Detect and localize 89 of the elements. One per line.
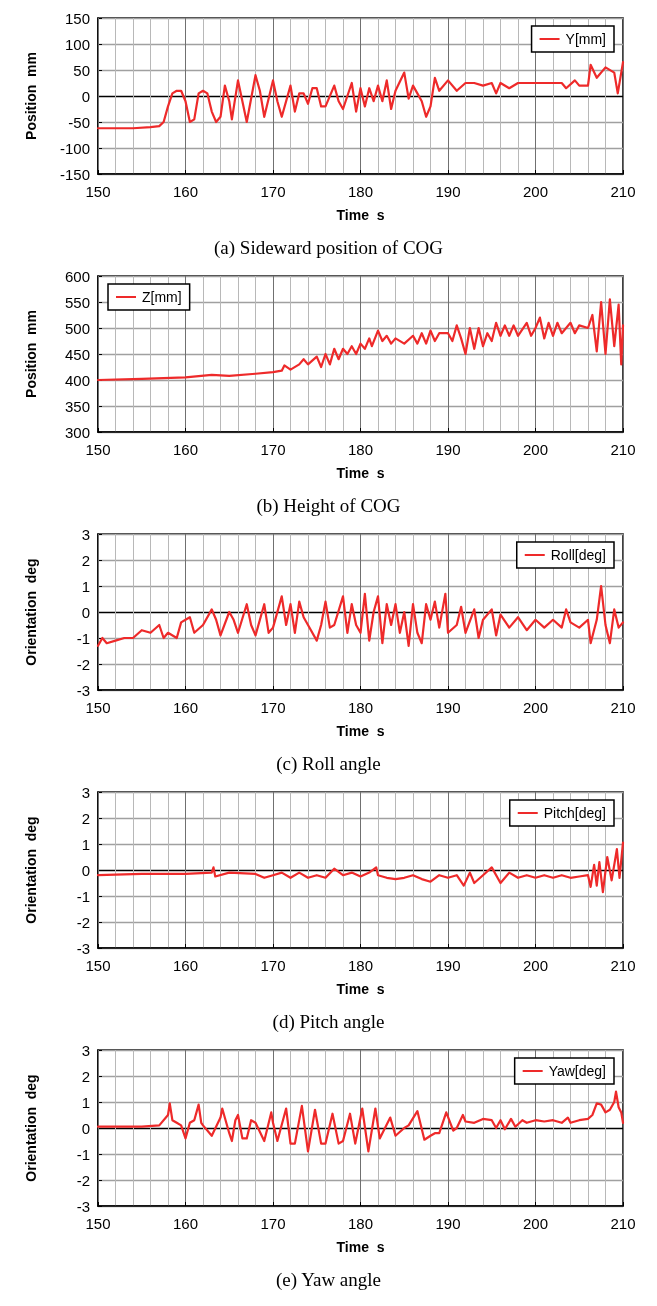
x-tick-label: 190 [435, 1215, 461, 1232]
y-tick-label: 500 [64, 319, 90, 337]
x-tick-label: 210 [610, 183, 636, 200]
y-tick-label: 0 [81, 1119, 90, 1137]
line-series [96, 841, 625, 894]
x-tick-label: 160 [172, 699, 199, 716]
y-tick-label: 3 [81, 1041, 90, 1059]
y-tick-label: -3 [76, 681, 90, 699]
y-tick-label: 450 [64, 345, 90, 363]
y-axis-title: Position mm [23, 52, 39, 140]
x-tick-label: 200 [522, 183, 549, 200]
y-axis-title: Position mm [23, 310, 39, 398]
x-tick-label: 180 [347, 183, 374, 200]
x-tick-label: 180 [347, 1215, 374, 1232]
x-tick-label: 160 [172, 1215, 199, 1232]
text: (e) Yaw angle [275, 1269, 382, 1291]
x-tick-label: 180 [347, 957, 374, 974]
y-tick-label: -100 [59, 139, 90, 157]
y-tick-label: 1 [81, 577, 90, 595]
x-tick-label: 160 [172, 957, 199, 974]
line-series [96, 1090, 625, 1153]
x-tick-label: 190 [435, 441, 461, 458]
y-tick-label: 50 [73, 61, 90, 79]
y-tick-label: 0 [81, 861, 90, 879]
legend-label: Yaw[deg] [548, 1063, 607, 1079]
x-tick-label: 200 [522, 1215, 549, 1232]
x-tick-label: 170 [260, 183, 286, 200]
x-tick-label: 170 [260, 1215, 286, 1232]
y-tick-label: 3 [81, 525, 90, 543]
y-tick-label: 100 [64, 35, 90, 53]
x-tick-label: 190 [435, 957, 461, 974]
y-tick-label: 0 [81, 87, 90, 105]
y-tick-label: -1 [76, 629, 90, 647]
y-tick-label: -2 [76, 655, 90, 673]
x-tick-label: 180 [347, 441, 374, 458]
x-axis-title: Time s [336, 465, 385, 481]
y-axis-title: Orientation deg [23, 558, 39, 666]
y-tick-label: 1 [81, 1093, 90, 1111]
text: (c) Roll angle [276, 753, 381, 775]
y-tick-label: 1 [81, 835, 90, 853]
x-tick-label: 200 [522, 957, 549, 974]
x-tick-label: 170 [260, 699, 286, 716]
y-tick-label: 2 [81, 809, 90, 827]
y-tick-label: -2 [76, 913, 90, 931]
legend-label: Roll[deg] [550, 547, 607, 563]
legend-label: Z[mm] [142, 289, 182, 305]
y-tick-label: 0 [81, 603, 90, 621]
x-tick-label: 160 [172, 441, 199, 458]
y-tick-label: 400 [64, 371, 90, 389]
y-tick-label: -2 [76, 1171, 90, 1189]
y-axis-title: Orientation deg [23, 1074, 39, 1182]
y-axis-title: Orientation deg [23, 816, 39, 924]
y-tick-label: -3 [76, 1197, 90, 1215]
x-axis-title: Time s [336, 723, 385, 739]
legend-label: Y[mm] [565, 31, 607, 47]
x-tick-label: 170 [260, 441, 286, 458]
x-tick-label: 200 [522, 699, 549, 716]
y-tick-label: -150 [59, 165, 90, 183]
x-axis-title: Time s [336, 1239, 385, 1255]
text: (b) Height of COG [256, 495, 401, 517]
y-tick-label: 550 [64, 293, 90, 311]
text: (d) Pitch angle [272, 1011, 385, 1033]
y-tick-label: -50 [68, 113, 90, 131]
y-tick-label: 150 [64, 9, 90, 27]
line-series [96, 61, 625, 130]
line-series [96, 584, 625, 647]
y-tick-label: 600 [64, 267, 90, 285]
x-tick-label: 190 [435, 183, 461, 200]
x-tick-label: 160 [172, 183, 199, 200]
y-tick-label: -3 [76, 939, 90, 957]
y-tick-label: 2 [81, 551, 90, 569]
y-tick-label: -1 [76, 887, 90, 905]
y-tick-label: 3 [81, 783, 90, 801]
x-tick-label: 170 [260, 957, 286, 974]
x-tick-label: 210 [610, 957, 636, 974]
legend-label: Pitch[deg] [543, 805, 606, 821]
y-tick-label: -1 [76, 1145, 90, 1163]
x-tick-label: 190 [435, 699, 461, 716]
y-tick-label: 300 [64, 423, 90, 441]
text: (a) Sideward position of COG [213, 237, 444, 259]
x-axis-title: Time s [336, 981, 385, 997]
x-tick-label: 210 [610, 1215, 636, 1232]
x-tick-label: 180 [347, 699, 374, 716]
y-tick-label: 350 [64, 397, 90, 415]
x-tick-label: 210 [610, 441, 636, 458]
x-tick-label: 210 [610, 699, 636, 716]
x-tick-label: 200 [522, 441, 549, 458]
x-axis-title: Time s [336, 207, 385, 223]
y-tick-label: 2 [81, 1067, 90, 1085]
